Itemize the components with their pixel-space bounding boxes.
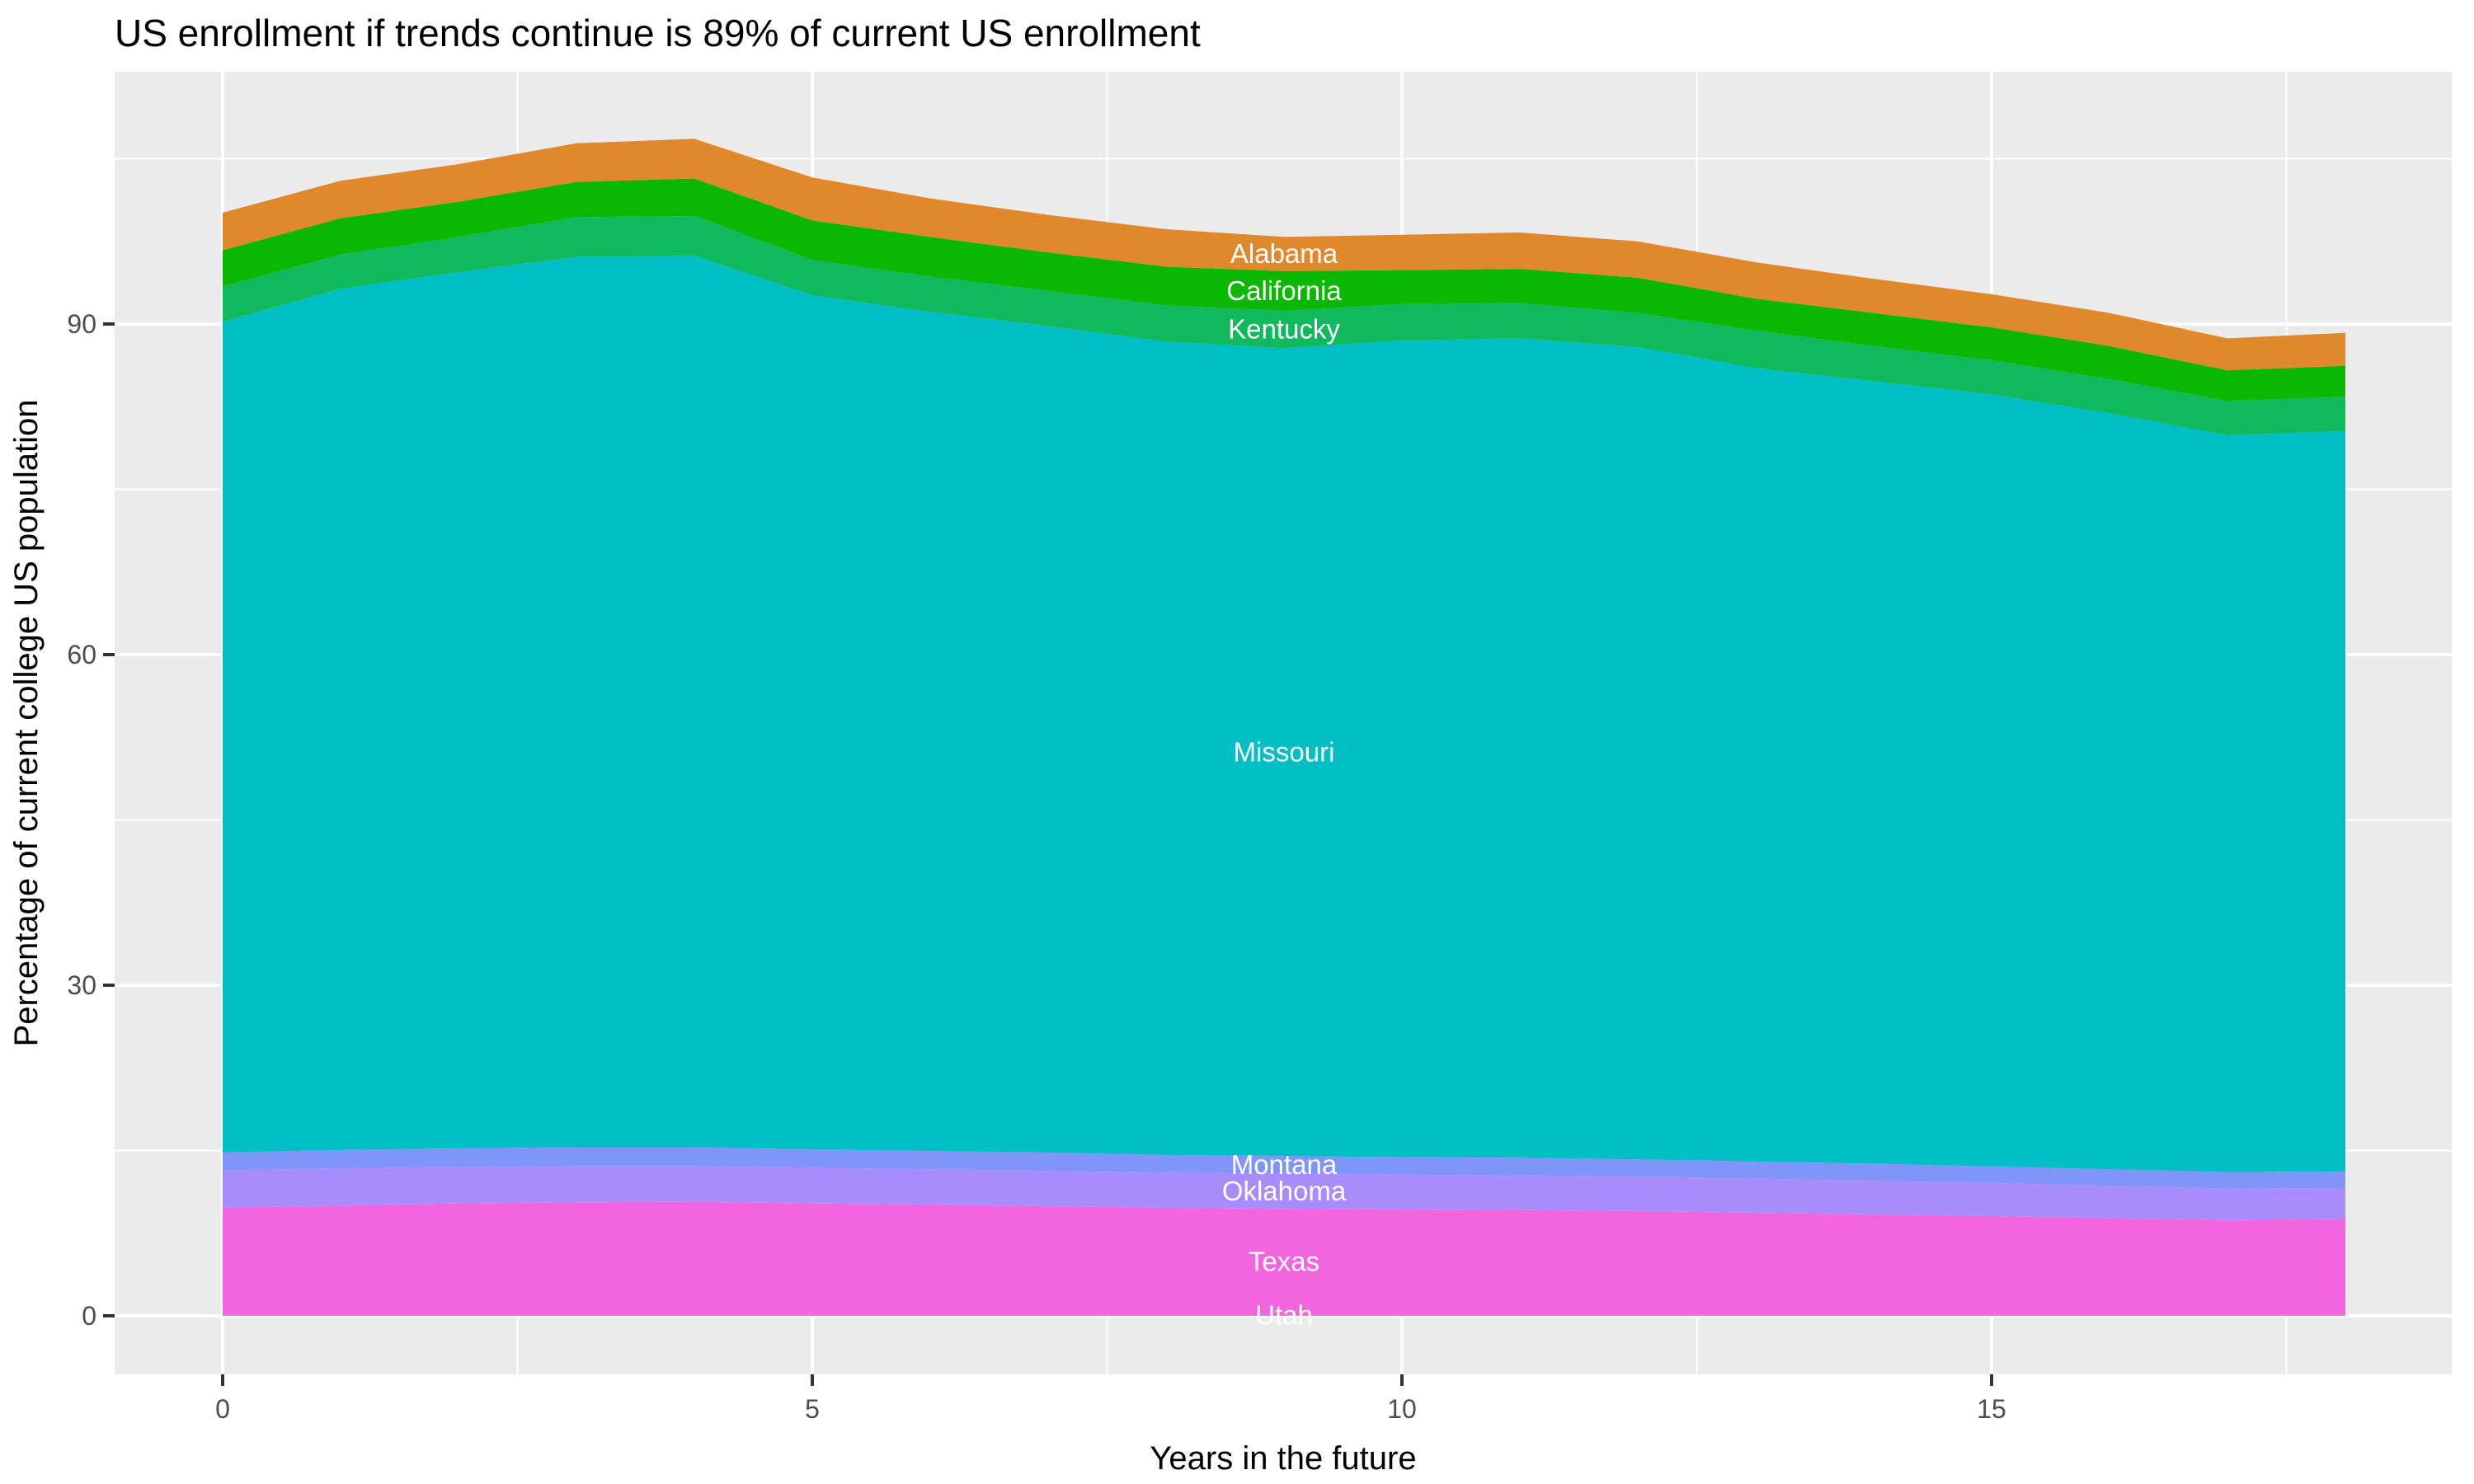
series-label-alabama: Alabama — [1230, 238, 1338, 269]
series-label-missouri: Missouri — [1234, 736, 1335, 767]
series-label-utah: Utah — [1255, 1299, 1313, 1330]
x-tick-label: 5 — [805, 1394, 820, 1424]
x-tick-label: 10 — [1387, 1394, 1417, 1424]
axes: 0 5 10 15 0 30 60 90 — [67, 309, 2006, 1424]
area-texas — [223, 1201, 2345, 1315]
area-oklahoma — [223, 1166, 2345, 1221]
series-label-montana: Montana — [1231, 1149, 1338, 1180]
area-alabama — [223, 139, 2345, 371]
y-tick-label: 30 — [67, 970, 96, 1000]
area-series — [223, 139, 2345, 1316]
series-label-oklahoma: Oklahoma — [1222, 1176, 1347, 1206]
series-label-texas: Texas — [1249, 1247, 1319, 1277]
area-utah — [223, 1314, 2345, 1316]
area-kentucky — [223, 216, 2345, 436]
y-tick-label: 90 — [67, 309, 96, 339]
series-label-california: California — [1226, 275, 1342, 306]
area-montana — [223, 1147, 2345, 1189]
y-tick-label: 0 — [82, 1301, 96, 1331]
x-axis-title: Years in the future — [1150, 1440, 1416, 1477]
x-tick-label: 0 — [215, 1394, 230, 1424]
y-axis-title: Percentage of current college US populat… — [8, 400, 45, 1047]
series-label-kentucky: Kentucky — [1228, 314, 1340, 345]
x-tick-label: 15 — [1977, 1394, 2006, 1424]
y-tick-label: 60 — [67, 640, 96, 669]
area-missouri — [223, 256, 2345, 1172]
plot-title: US enrollment if trends continue is 89% … — [115, 12, 1201, 54]
area-california — [223, 178, 2345, 402]
